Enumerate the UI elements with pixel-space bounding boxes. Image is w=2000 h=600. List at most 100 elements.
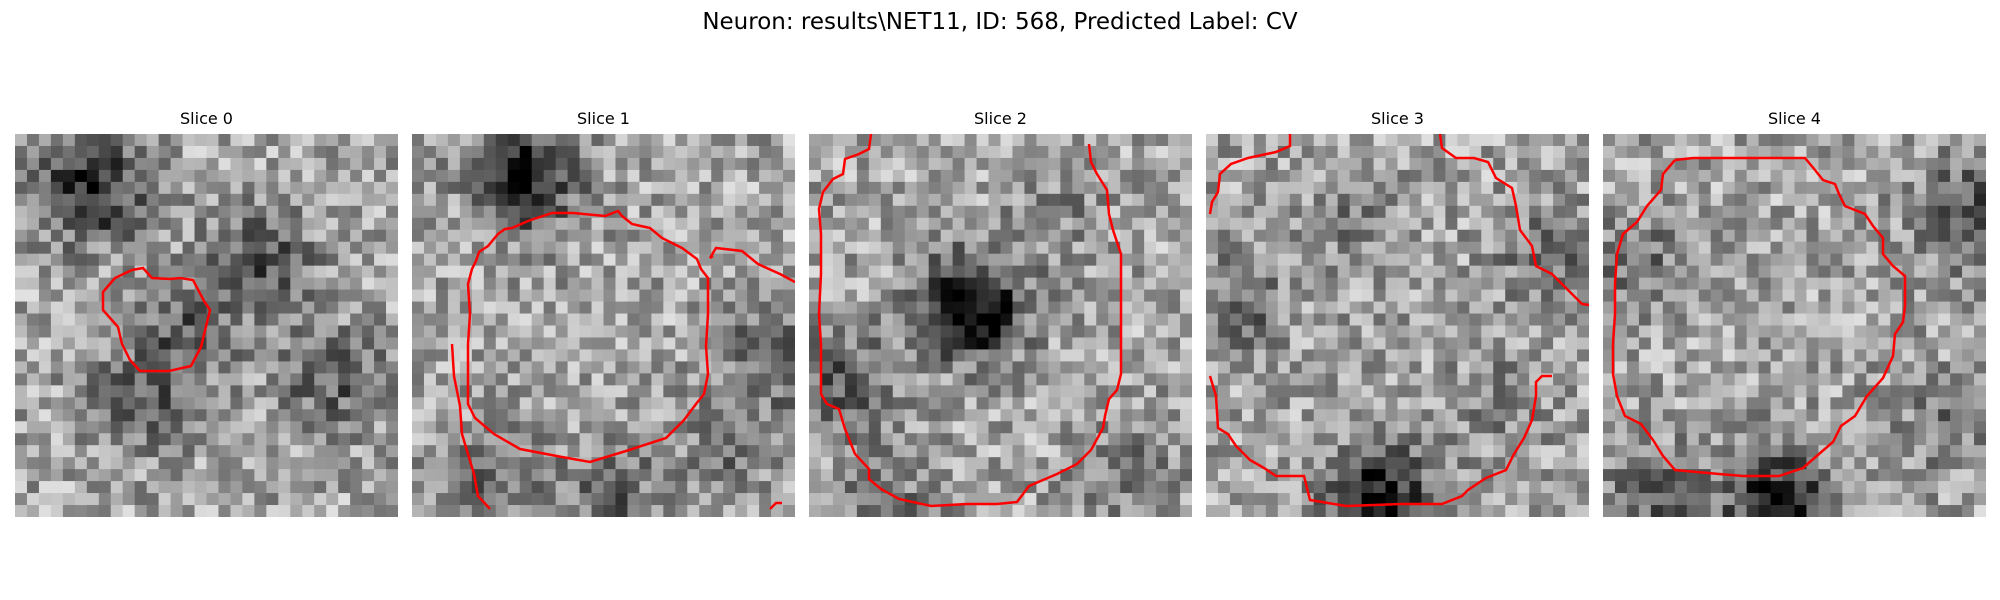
pixel: [892, 505, 906, 517]
pixel: [1156, 445, 1169, 458]
pixel: [1722, 134, 1736, 147]
pixel: [844, 301, 858, 315]
pixel: [940, 217, 954, 231]
pixel: [952, 253, 966, 267]
pixel: [1313, 481, 1327, 494]
pixel: [1866, 193, 1879, 207]
pixel: [1084, 493, 1097, 506]
pixel: [386, 134, 398, 147]
pixel: [266, 253, 279, 267]
pixel: [1000, 385, 1014, 398]
pixel: [880, 325, 894, 339]
pixel: [1782, 373, 1796, 386]
pixel: [1168, 205, 1181, 219]
pixel: [809, 421, 822, 434]
pixel: [711, 205, 724, 219]
pixel: [579, 457, 593, 470]
pixel: [759, 253, 772, 267]
pixel: [844, 493, 858, 506]
pixel: [579, 385, 593, 398]
pixel: [1638, 397, 1652, 410]
pixel: [615, 169, 629, 183]
pixel: [1265, 193, 1279, 207]
pixel: [1686, 337, 1700, 351]
pixel: [916, 217, 930, 231]
pixel: [1878, 229, 1891, 243]
pixel: [1866, 134, 1879, 147]
pixel: [290, 361, 303, 374]
pixel: [1493, 313, 1506, 327]
pixel: [1746, 229, 1760, 243]
pixel: [1722, 193, 1736, 207]
pixel: [759, 277, 772, 291]
pixel: [1156, 313, 1169, 327]
pixel: [1060, 469, 1073, 482]
pixel: [1565, 265, 1578, 279]
pixel: [62, 409, 76, 422]
pixel: [386, 205, 398, 219]
pixel: [555, 193, 569, 207]
pixel: [1770, 205, 1784, 219]
pixel: [374, 145, 387, 159]
pixel: [1469, 205, 1482, 219]
pixel: [1120, 469, 1133, 482]
pixel: [1710, 181, 1724, 195]
pixel: [134, 134, 148, 147]
pixel: [1674, 445, 1688, 458]
pixel: [1156, 253, 1169, 267]
pixel: [844, 265, 858, 279]
pixel: [1349, 193, 1363, 207]
pixel: [1217, 145, 1231, 159]
pixel: [1577, 205, 1589, 219]
pixel: [1505, 469, 1518, 482]
pixel: [495, 349, 509, 363]
pixel: [1301, 457, 1315, 470]
pixel: [832, 289, 846, 303]
pixel: [1084, 409, 1097, 422]
pixel: [1650, 385, 1664, 398]
pixel: [809, 433, 822, 446]
pixel: [122, 361, 136, 374]
pixel: [844, 205, 858, 219]
pixel: [567, 361, 581, 374]
pixel: [844, 421, 858, 434]
pixel: [928, 505, 942, 517]
pixel: [1890, 181, 1903, 195]
pixel: [555, 445, 569, 458]
pixel: [964, 493, 978, 506]
pixel: [134, 445, 148, 458]
pixel: [1313, 253, 1327, 267]
pixel: [1710, 134, 1724, 147]
pixel: [278, 469, 291, 482]
pixel: [1457, 301, 1470, 315]
pixel: [591, 361, 605, 374]
pixel: [940, 169, 954, 183]
pixel: [663, 505, 676, 517]
pixel: [1156, 349, 1169, 363]
pixel: [1241, 134, 1255, 147]
pixel: [386, 277, 398, 291]
pixel: [1603, 445, 1616, 458]
pixel: [868, 265, 882, 279]
pixel: [723, 337, 736, 351]
pixel: [423, 325, 437, 339]
pixel: [1830, 337, 1843, 351]
pixel: [759, 433, 772, 446]
pixel: [1421, 433, 1435, 446]
pixel: [771, 193, 784, 207]
pixel: [711, 385, 724, 398]
pixel: [1313, 313, 1327, 327]
pixel: [1096, 217, 1109, 231]
pixel: [1770, 397, 1784, 410]
pixel: [904, 361, 918, 374]
pixel: [1794, 277, 1808, 291]
pixel: [314, 205, 327, 219]
pixel: [747, 229, 760, 243]
pixel: [1746, 361, 1760, 374]
pixel: [1361, 469, 1375, 482]
pixel: [86, 325, 100, 339]
pixel: [1505, 397, 1518, 410]
pixel: [1650, 313, 1664, 327]
pixel: [412, 349, 425, 363]
pixel: [15, 385, 28, 398]
